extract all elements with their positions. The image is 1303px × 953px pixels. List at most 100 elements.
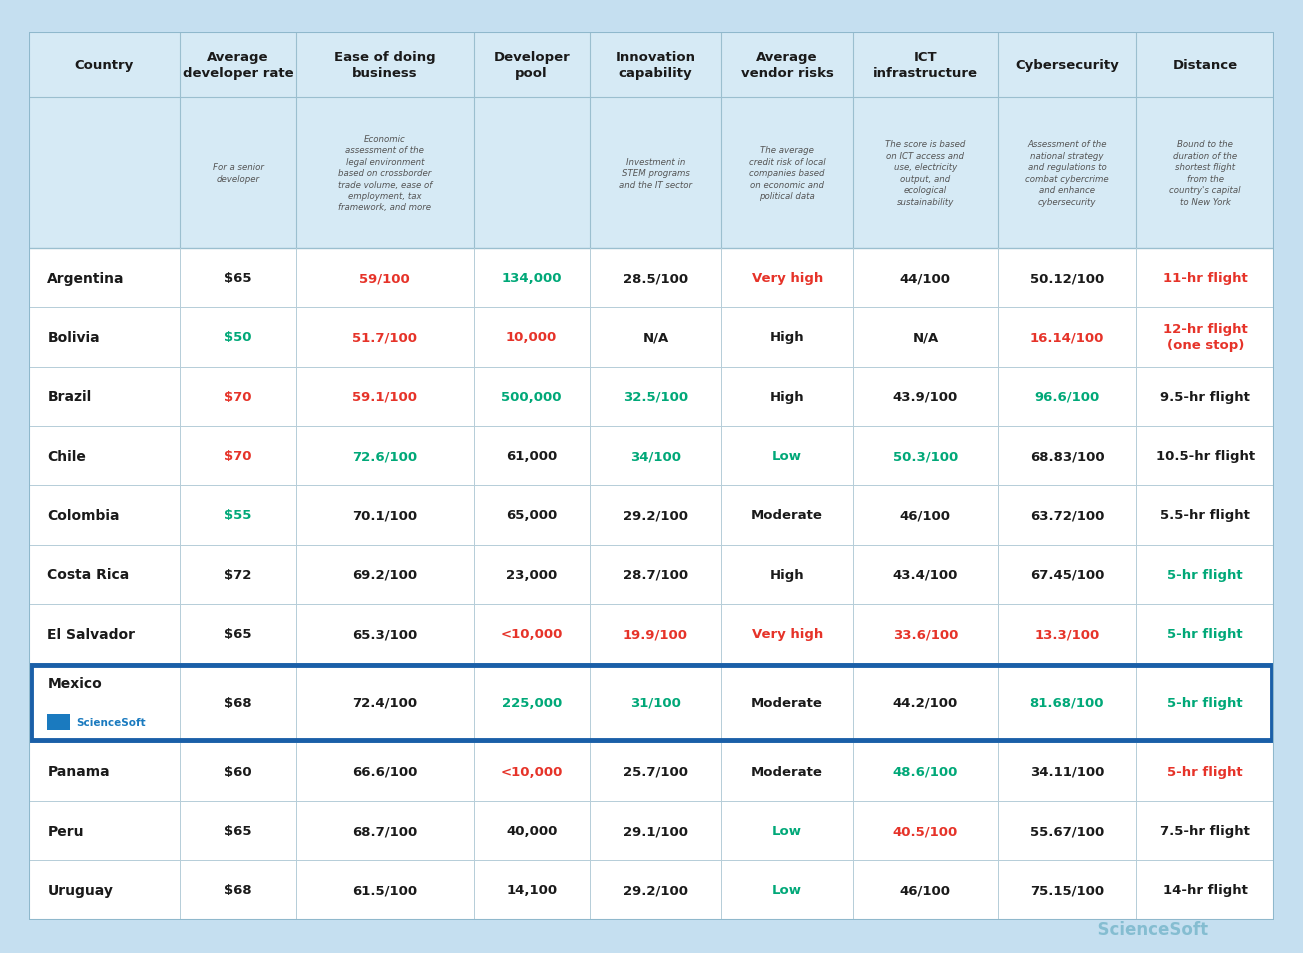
Text: 44.2/100: 44.2/100: [893, 697, 958, 709]
Text: 134,000: 134,000: [502, 272, 562, 285]
Text: $68: $68: [224, 883, 251, 897]
Text: <10,000: <10,000: [500, 765, 563, 778]
Text: 50.12/100: 50.12/100: [1029, 272, 1104, 285]
Text: Chile: Chile: [47, 449, 86, 463]
Text: 96.6/100: 96.6/100: [1035, 391, 1100, 403]
Text: 10,000: 10,000: [506, 331, 558, 344]
Text: Moderate: Moderate: [752, 697, 823, 709]
FancyBboxPatch shape: [29, 249, 1274, 308]
Text: $65: $65: [224, 272, 251, 285]
Text: Economic
assessment of the
legal environment
based on crossborder
trade volume, : Economic assessment of the legal environ…: [337, 134, 433, 213]
Text: 43.4/100: 43.4/100: [893, 568, 958, 581]
Text: The average
credit risk of local
companies based
on economic and
political data: The average credit risk of local compani…: [749, 146, 825, 201]
Text: 25.7/100: 25.7/100: [623, 765, 688, 778]
Text: 70.1/100: 70.1/100: [352, 509, 417, 522]
Text: 46/100: 46/100: [900, 883, 951, 897]
Text: Peru: Peru: [47, 823, 83, 838]
FancyBboxPatch shape: [29, 545, 1274, 604]
Text: N/A: N/A: [642, 331, 668, 344]
Text: Developer
pool: Developer pool: [494, 51, 569, 80]
Text: Bolivia: Bolivia: [47, 331, 100, 345]
Text: Very high: Very high: [752, 272, 822, 285]
Text: 69.2/100: 69.2/100: [352, 568, 417, 581]
Text: 7.5-hr flight: 7.5-hr flight: [1160, 824, 1250, 838]
Text: Uruguay: Uruguay: [47, 883, 113, 897]
Text: For a senior
developer: For a senior developer: [212, 163, 263, 184]
Text: 34/100: 34/100: [629, 450, 681, 462]
Text: 14,100: 14,100: [506, 883, 558, 897]
Text: Investment in
STEM programs
and the IT sector: Investment in STEM programs and the IT s…: [619, 157, 692, 190]
Text: Panama: Panama: [47, 764, 109, 779]
FancyBboxPatch shape: [29, 33, 1274, 920]
Text: 28.7/100: 28.7/100: [623, 568, 688, 581]
Text: $55: $55: [224, 509, 251, 522]
Text: $50: $50: [224, 331, 251, 344]
Text: 9.5-hr flight: 9.5-hr flight: [1160, 391, 1250, 403]
Text: 5-hr flight: 5-hr flight: [1167, 568, 1243, 581]
Text: 5-hr flight: 5-hr flight: [1167, 697, 1243, 709]
Text: 11-hr flight: 11-hr flight: [1162, 272, 1247, 285]
Text: 23,000: 23,000: [506, 568, 558, 581]
Text: 19.9/100: 19.9/100: [623, 627, 688, 640]
FancyBboxPatch shape: [29, 33, 1274, 98]
Text: 65.3/100: 65.3/100: [352, 627, 417, 640]
Text: El Salvador: El Salvador: [47, 627, 136, 640]
Text: 67.45/100: 67.45/100: [1029, 568, 1104, 581]
Text: 29.2/100: 29.2/100: [623, 509, 688, 522]
Text: The score is based
on ICT access and
use, electricity
output, and
ecological
sus: The score is based on ICT access and use…: [885, 140, 966, 207]
Text: 75.15/100: 75.15/100: [1029, 883, 1104, 897]
Text: 13.3/100: 13.3/100: [1035, 627, 1100, 640]
Text: 59/100: 59/100: [360, 272, 410, 285]
Text: 72.4/100: 72.4/100: [352, 697, 417, 709]
Text: Moderate: Moderate: [752, 765, 823, 778]
Text: Average
vendor risks: Average vendor risks: [740, 51, 834, 80]
Text: ICT
infrastructure: ICT infrastructure: [873, 51, 977, 80]
Text: Assessment of the
national strategy
and regulations to
combat cybercrime
and enh: Assessment of the national strategy and …: [1025, 140, 1109, 207]
Text: 14-hr flight: 14-hr flight: [1162, 883, 1248, 897]
Text: 66.6/100: 66.6/100: [352, 765, 417, 778]
Text: N/A: N/A: [912, 331, 938, 344]
Text: 29.2/100: 29.2/100: [623, 883, 688, 897]
Text: 55.67/100: 55.67/100: [1029, 824, 1104, 838]
Text: 61.5/100: 61.5/100: [352, 883, 417, 897]
Text: 40.5/100: 40.5/100: [893, 824, 958, 838]
Text: High: High: [770, 331, 804, 344]
Text: Argentina: Argentina: [47, 272, 125, 285]
FancyBboxPatch shape: [47, 714, 70, 730]
FancyBboxPatch shape: [29, 663, 1274, 741]
Text: <10,000: <10,000: [500, 627, 563, 640]
FancyBboxPatch shape: [29, 486, 1274, 545]
Text: 51.7/100: 51.7/100: [352, 331, 417, 344]
Text: ScienceSoft: ScienceSoft: [1085, 921, 1208, 938]
Text: Low: Low: [773, 450, 803, 462]
Text: 40,000: 40,000: [506, 824, 558, 838]
Text: 10.5-hr flight: 10.5-hr flight: [1156, 450, 1255, 462]
FancyBboxPatch shape: [29, 604, 1274, 663]
Text: $70: $70: [224, 391, 251, 403]
Text: Innovation
capability: Innovation capability: [615, 51, 696, 80]
FancyBboxPatch shape: [29, 663, 1274, 741]
Text: 5-hr flight: 5-hr flight: [1167, 627, 1243, 640]
Text: 33.6/100: 33.6/100: [893, 627, 958, 640]
Text: 32.5/100: 32.5/100: [623, 391, 688, 403]
Text: 5-hr flight: 5-hr flight: [1167, 765, 1243, 778]
Text: Low: Low: [773, 824, 803, 838]
FancyBboxPatch shape: [29, 98, 1274, 249]
Text: Mexico: Mexico: [47, 677, 102, 690]
Text: $68: $68: [224, 697, 251, 709]
Text: 34.11/100: 34.11/100: [1029, 765, 1104, 778]
Text: 46/100: 46/100: [900, 509, 951, 522]
Text: Brazil: Brazil: [47, 390, 91, 404]
Text: 50.3/100: 50.3/100: [893, 450, 958, 462]
Text: $72: $72: [224, 568, 251, 581]
Text: Cybersecurity: Cybersecurity: [1015, 59, 1119, 72]
Text: 29.1/100: 29.1/100: [623, 824, 688, 838]
Text: Moderate: Moderate: [752, 509, 823, 522]
Text: Country: Country: [74, 59, 134, 72]
Text: Colombia: Colombia: [47, 508, 120, 522]
Text: 31/100: 31/100: [631, 697, 681, 709]
Text: Average
developer rate: Average developer rate: [182, 51, 293, 80]
FancyBboxPatch shape: [29, 801, 1274, 861]
Text: 16.14/100: 16.14/100: [1029, 331, 1104, 344]
Text: High: High: [770, 391, 804, 403]
